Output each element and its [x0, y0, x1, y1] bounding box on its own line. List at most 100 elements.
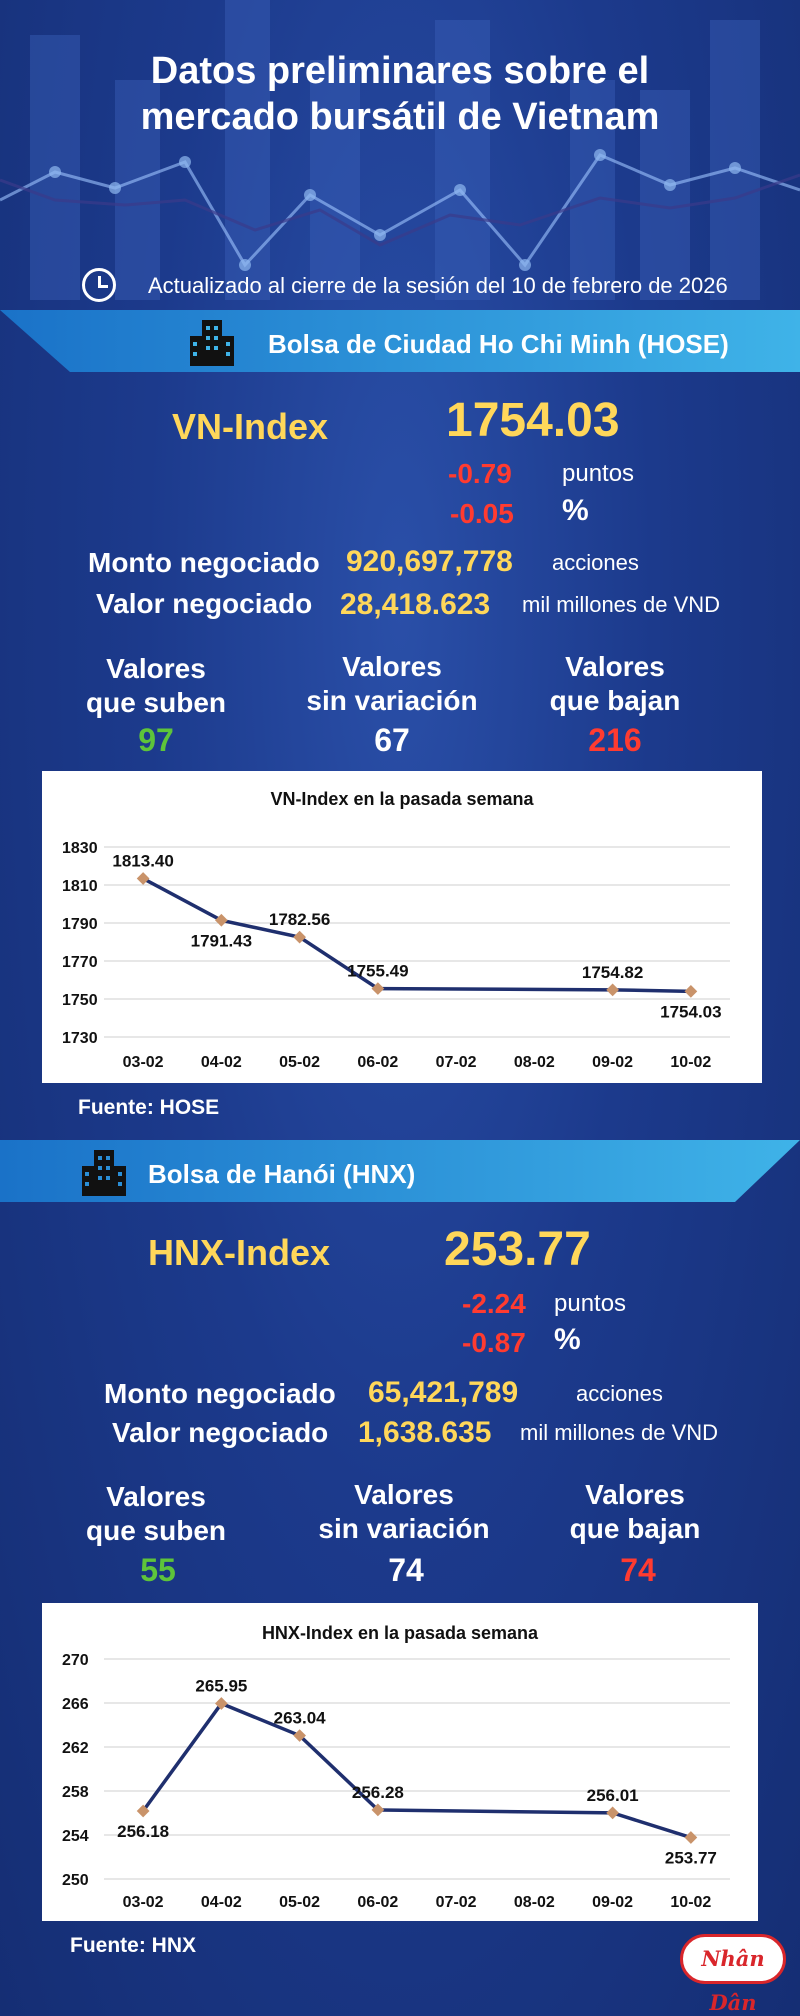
hnx-y-tick-label: 258 — [62, 1784, 89, 1801]
vn-y-tick-label: 1770 — [62, 954, 98, 971]
hnx-banner-title: Bolsa de Hanói (HNX) — [148, 1159, 416, 1189]
vn-y-tick-label: 1830 — [62, 840, 98, 857]
vn-y-tick-label: 1750 — [62, 992, 98, 1009]
vn-flat-heading-1: Valores — [342, 651, 442, 682]
hnx-data-label: 256.01 — [587, 1786, 639, 1805]
hnx-x-tick-label: 08-02 — [514, 1894, 555, 1911]
vn-index-value: 1754.03 — [446, 394, 620, 447]
vn-data-label: 1754.82 — [582, 963, 643, 982]
vn-x-tick-label: 07-02 — [436, 1054, 477, 1071]
hnx-up-count: 55 — [140, 1552, 176, 1588]
clock-icon — [82, 268, 116, 302]
vn-up-heading-2: que suben — [85, 687, 226, 718]
vn-down-heading-2: que bajan — [549, 685, 681, 716]
vn-down-count: 216 — [588, 722, 642, 758]
updated-timestamp: Actualizado al cierre de la sesión del 1… — [148, 273, 728, 298]
vn-x-tick-label: 09-02 — [592, 1054, 633, 1071]
vn-data-point — [215, 913, 228, 927]
vn-flat-count: 67 — [374, 722, 410, 758]
vn-index-name: VN-Index — [172, 406, 329, 447]
hnx-data-point — [606, 1806, 619, 1820]
vn-flat-heading: Valores sin variación — [282, 650, 502, 718]
vn-series-line — [142, 876, 691, 994]
hnx-y-tick-label: 270 — [62, 1652, 89, 1669]
background-chart-decoration — [0, 0, 800, 300]
title-line-1: Datos preliminares sobre el — [150, 50, 650, 92]
hnx-points-unit: puntos — [554, 1290, 627, 1317]
hnx-y-tick-label: 266 — [62, 1696, 89, 1713]
vn-pct-unit: % — [562, 494, 589, 527]
vn-data-label: 1755.49 — [347, 962, 408, 981]
hose-banner-title: Bolsa de Ciudad Ho Chi Minh (HOSE) — [268, 329, 729, 359]
building-icon — [82, 1150, 126, 1196]
title-line-2: mercado bursátil de Vietnam — [140, 96, 660, 138]
vn-up-count: 97 — [138, 722, 174, 758]
building-icon — [190, 320, 234, 366]
hnx-data-label: 263.04 — [274, 1709, 327, 1728]
hnx-change-pct: -0.87 — [462, 1327, 526, 1358]
hnx-chart-title: HNX-Index en la pasada semana — [262, 1623, 539, 1643]
hnx-up-heading: Valores que suben — [46, 1480, 266, 1548]
hnx-value-value: 1,638.635 — [358, 1416, 492, 1449]
hnx-index-chart: HNX-Index en la pasada semana 250 254 258 26… — [42, 1603, 758, 1921]
hnx-value-label: Valor negociado — [112, 1417, 329, 1448]
vn-data-label: 1791.43 — [191, 931, 252, 950]
vn-x-tick-label: 04-02 — [201, 1054, 242, 1071]
hose-source: Fuente: HOSE — [78, 1096, 220, 1119]
vn-x-tick-label: 06-02 — [357, 1054, 398, 1071]
hnx-x-tick-label: 07-02 — [436, 1894, 477, 1911]
vn-up-heading: Valores que suben — [46, 652, 266, 720]
hnx-volume-unit: acciones — [576, 1381, 663, 1406]
vn-points-unit: puntos — [562, 460, 635, 487]
hnx-change-points: -2.24 — [462, 1288, 526, 1319]
hnx-up-heading-1: Valores — [106, 1481, 206, 1512]
vn-change-pct: -0.05 — [450, 498, 514, 529]
vn-down-heading-1: Valores — [565, 651, 665, 682]
hnx-flat-heading-1: Valores — [354, 1479, 454, 1510]
vn-volume-unit: acciones — [552, 550, 639, 575]
hnx-y-tick-label: 262 — [62, 1740, 89, 1757]
hnx-value-unit: mil millones de VND — [520, 1420, 719, 1445]
hnx-flat-heading: Valores sin variación — [294, 1478, 514, 1546]
hnx-data-point — [684, 1831, 698, 1844]
vn-value-label: Valor negociado — [96, 588, 313, 619]
hnx-data-point — [215, 1697, 228, 1710]
vn-x-tick-label: 03-02 — [123, 1054, 164, 1071]
hnx-series-line — [141, 1701, 692, 1840]
hnx-source: Fuente: HNX — [70, 1934, 196, 1957]
vn-data-point — [293, 930, 306, 944]
hnx-data-point — [371, 1803, 385, 1817]
vn-data-point — [684, 984, 698, 998]
hnx-y-tick-label: 250 — [62, 1872, 89, 1889]
hnx-up-heading-2: que suben — [85, 1515, 226, 1546]
vn-index-chart: VN-Index en la pasada semana 1730 1750 1770… — [42, 771, 762, 1083]
page-title: Datos preliminares sobre el mercado burs… — [0, 48, 800, 140]
hnx-down-heading-2: que bajan — [569, 1513, 701, 1544]
hnx-flat-heading-2: sin variación — [318, 1513, 490, 1544]
vn-data-label: 1813.40 — [112, 852, 173, 871]
hnx-data-label: 256.28 — [352, 1783, 404, 1802]
vn-y-tick-label: 1790 — [62, 916, 98, 933]
vn-data-point — [371, 982, 385, 995]
hnx-volume-value: 65,421,789 — [368, 1376, 519, 1409]
vn-x-tick-label: 08-02 — [514, 1054, 555, 1071]
nhan-dan-logo: Nhân Dân — [680, 1934, 786, 2015]
vn-volume-label: Monto negociado — [88, 547, 320, 578]
hnx-data-label: 253.77 — [665, 1849, 717, 1868]
vn-data-point — [606, 983, 619, 997]
hnx-data-label: 256.18 — [117, 1822, 169, 1841]
hnx-x-tick-label: 06-02 — [357, 1894, 398, 1911]
hnx-index-value: 253.77 — [444, 1223, 591, 1276]
vn-x-tick-label: 10-02 — [670, 1054, 711, 1071]
vn-volume-value: 920,697,778 — [346, 545, 513, 578]
hnx-y-tick-label: 254 — [62, 1828, 89, 1845]
hnx-x-tick-label: 05-02 — [279, 1894, 320, 1911]
hnx-volume-label: Monto negociado — [104, 1378, 336, 1409]
vn-change-points: -0.79 — [448, 458, 512, 489]
vn-value-value: 28,418.623 — [340, 588, 491, 621]
hnx-x-tick-label: 10-02 — [670, 1894, 711, 1911]
hnx-x-tick-label: 04-02 — [201, 1894, 242, 1911]
vn-flat-heading-2: sin variación — [306, 685, 478, 716]
vn-index-chart-svg: VN-Index en la pasada semana 1730 1750 1770… — [62, 789, 730, 1071]
